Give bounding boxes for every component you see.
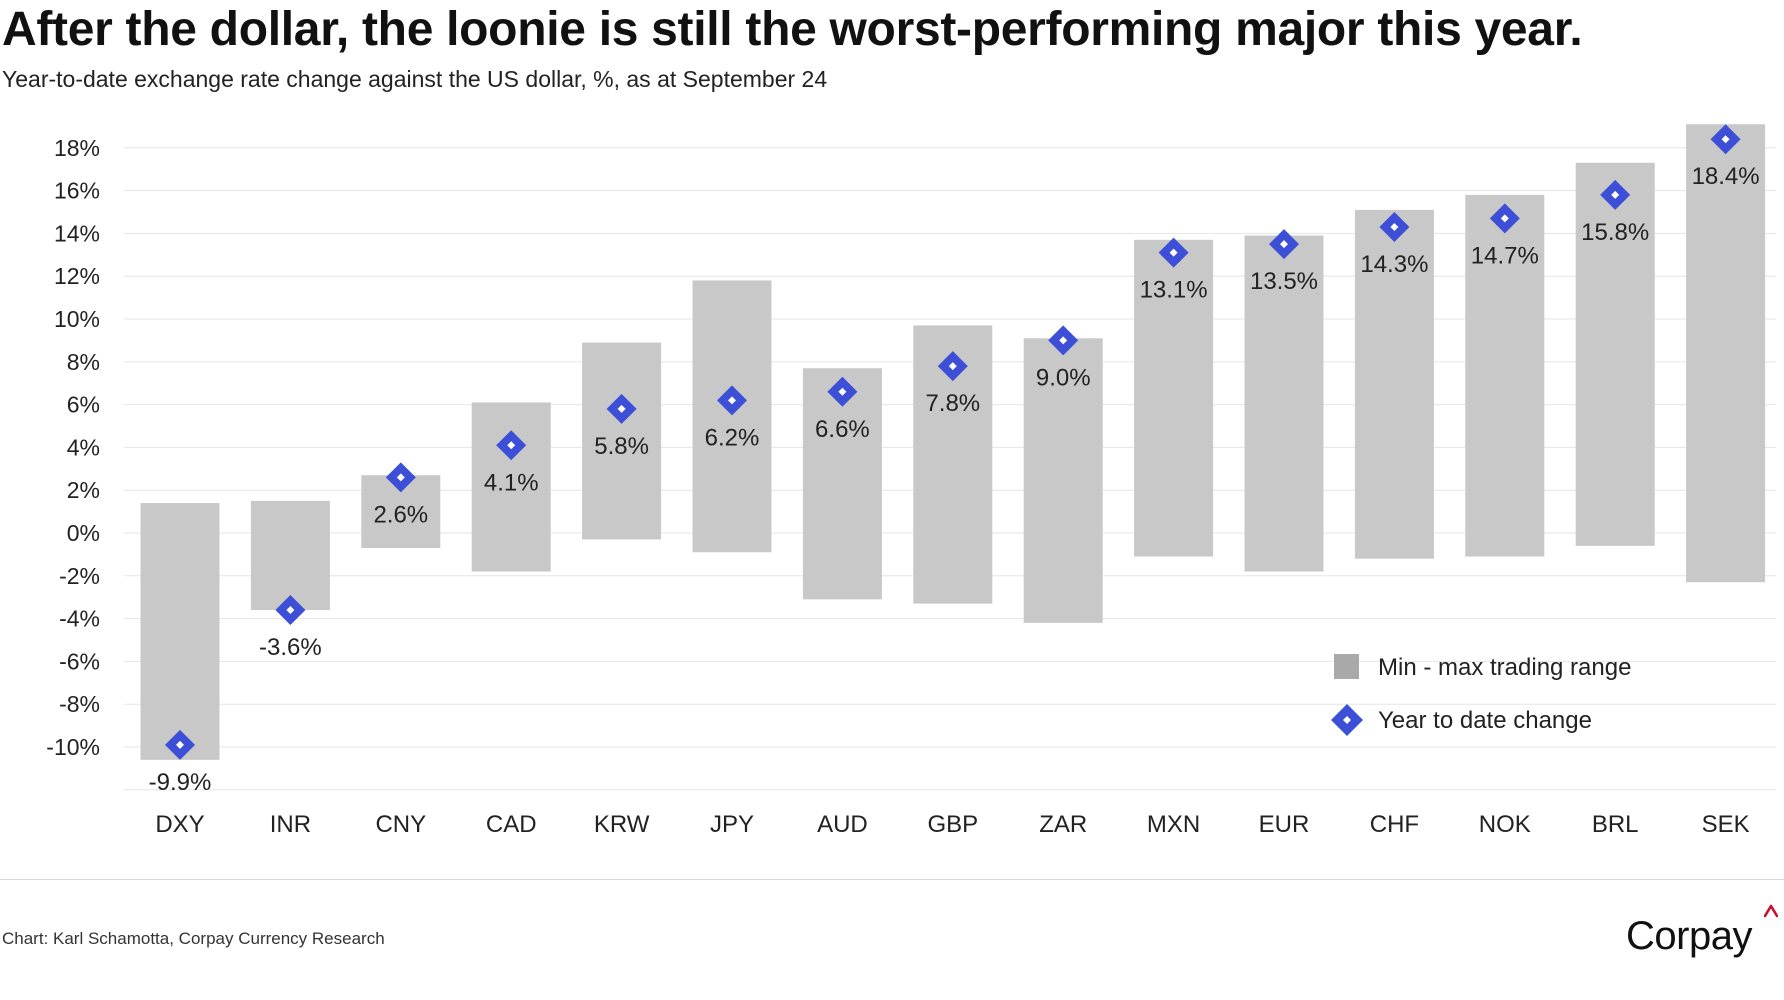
range-bar-eur bbox=[1244, 235, 1324, 572]
source-note: Chart: Karl Schamotta, Corpay Currency R… bbox=[2, 929, 385, 948]
range-bars bbox=[140, 124, 1766, 760]
ytd-marker-center bbox=[507, 441, 516, 450]
legend: Min - max trading range Year to date chan… bbox=[1331, 654, 1631, 736]
x-tick-label-krw: KRW bbox=[594, 811, 650, 838]
ytd-marker-center bbox=[1280, 240, 1288, 249]
x-tick-label-sek: SEK bbox=[1702, 811, 1750, 838]
y-tick-label: 2% bbox=[67, 477, 100, 503]
x-tick-label-chf: CHF bbox=[1370, 811, 1419, 838]
range-bar-mxn bbox=[1134, 239, 1214, 557]
y-tick-label: -8% bbox=[59, 691, 100, 717]
range-bar-zar bbox=[1023, 338, 1103, 623]
x-tick-label-inr: INR bbox=[270, 811, 311, 838]
range-bar-brl bbox=[1575, 162, 1655, 546]
data-label-nok: 14.7% bbox=[1471, 242, 1539, 269]
y-tick-label: 18% bbox=[54, 135, 100, 161]
ytd-marker-center bbox=[176, 740, 184, 749]
x-tick-label-eur: EUR bbox=[1259, 811, 1310, 838]
x-tick-label-zar: ZAR bbox=[1039, 811, 1087, 838]
x-axis: DXY INR CNY CAD KRW JPY AUD GBP ZAR MXN EUR CHF NOK B… bbox=[155, 811, 1749, 838]
x-tick-label-cad: CAD bbox=[486, 811, 537, 838]
logo-caret-icon bbox=[1764, 904, 1778, 918]
y-tick-label: 0% bbox=[67, 520, 100, 546]
chart-subtitle: Year-to-date exchange rate change agains… bbox=[2, 66, 828, 92]
chart-canvas: 18% 16% 14% 12% 10% 8% 6% 4% 2% 0% -2% -4% -6% -8% -10… bbox=[46, 124, 1776, 838]
y-tick-label: 12% bbox=[54, 263, 100, 289]
data-label-sek: 18.4% bbox=[1692, 163, 1760, 190]
data-label-chf: 14.3% bbox=[1360, 251, 1428, 278]
x-tick-label-mxn: MXN bbox=[1147, 811, 1200, 838]
ytd-markers bbox=[165, 124, 1741, 760]
range-bar-dxy bbox=[140, 503, 220, 760]
ytd-marker-center bbox=[1390, 222, 1399, 231]
y-tick-label: 10% bbox=[54, 306, 100, 332]
data-label-inr: -3.6% bbox=[259, 634, 322, 661]
range-bar-nok bbox=[1465, 194, 1545, 557]
y-tick-label: 14% bbox=[54, 220, 100, 246]
x-tick-label-brl: BRL bbox=[1592, 811, 1639, 838]
y-tick-label: 6% bbox=[67, 392, 100, 418]
data-label-aud: 6.6% bbox=[815, 416, 870, 443]
ytd-marker-center bbox=[728, 396, 736, 405]
ytd-marker-center bbox=[838, 387, 847, 396]
ytd-marker-center bbox=[948, 362, 957, 371]
range-bar-sek bbox=[1686, 124, 1766, 583]
y-axis: 18% 16% 14% 12% 10% 8% 6% 4% 2% 0% -2% -4% -6% -8% -10… bbox=[46, 135, 100, 760]
data-label-jpy: 6.2% bbox=[705, 424, 760, 451]
x-tick-label-gbp: GBP bbox=[927, 811, 978, 838]
y-tick-label: -4% bbox=[59, 606, 100, 632]
ytd-marker-center bbox=[1169, 248, 1178, 257]
y-tick-label: 4% bbox=[67, 434, 100, 460]
legend-marker-center bbox=[1343, 716, 1351, 724]
ytd-marker-center bbox=[286, 606, 295, 615]
range-bar-jpy bbox=[692, 280, 772, 553]
y-tick-label: 8% bbox=[67, 349, 100, 375]
x-tick-label-dxy: DXY bbox=[155, 811, 204, 838]
x-tick-label-cny: CNY bbox=[375, 811, 426, 838]
x-tick-label-jpy: JPY bbox=[710, 811, 754, 838]
range-bar-chf bbox=[1354, 209, 1434, 559]
ytd-marker-center bbox=[1611, 190, 1620, 199]
ytd-marker-center bbox=[1721, 135, 1730, 144]
data-label-mxn: 13.1% bbox=[1140, 277, 1208, 304]
legend-label-range: Min - max trading range bbox=[1378, 654, 1631, 681]
y-tick-label: -2% bbox=[59, 563, 100, 589]
data-label-krw: 5.8% bbox=[594, 433, 649, 460]
data-label-brl: 15.8% bbox=[1581, 219, 1649, 246]
data-label-eur: 13.5% bbox=[1250, 268, 1318, 295]
ytd-marker-center bbox=[1500, 214, 1509, 223]
range-bar-krw bbox=[582, 342, 662, 540]
ytd-marker-center bbox=[617, 404, 626, 413]
chart-title: After the dollar, the loonie is still th… bbox=[2, 3, 1583, 56]
x-tick-label-aud: AUD bbox=[817, 811, 868, 838]
x-tick-label-nok: NOK bbox=[1479, 811, 1531, 838]
footer-divider bbox=[0, 879, 1784, 880]
data-label-cny: 2.6% bbox=[373, 501, 428, 528]
corpay-logo: Corpay bbox=[1626, 914, 1752, 958]
data-label-gbp: 7.8% bbox=[925, 390, 980, 417]
legend-label-ytd: Year to date change bbox=[1378, 707, 1592, 734]
y-tick-label: -6% bbox=[59, 648, 100, 674]
legend-swatch-range bbox=[1334, 654, 1359, 679]
data-labels: -9.9% -3.6% 2.6% 4.1% 5.8% 6.2% 6.6% 7.8% 9.0% 13… bbox=[149, 163, 1760, 796]
data-label-dxy: -9.9% bbox=[149, 769, 212, 796]
y-tick-label: -10% bbox=[46, 734, 100, 760]
y-tick-label: 16% bbox=[54, 178, 100, 204]
data-label-cad: 4.1% bbox=[484, 469, 539, 496]
range-bar-inr bbox=[250, 500, 330, 611]
ytd-marker-center bbox=[1059, 336, 1068, 345]
data-label-zar: 9.0% bbox=[1036, 364, 1091, 391]
ytd-marker-center bbox=[396, 473, 405, 482]
